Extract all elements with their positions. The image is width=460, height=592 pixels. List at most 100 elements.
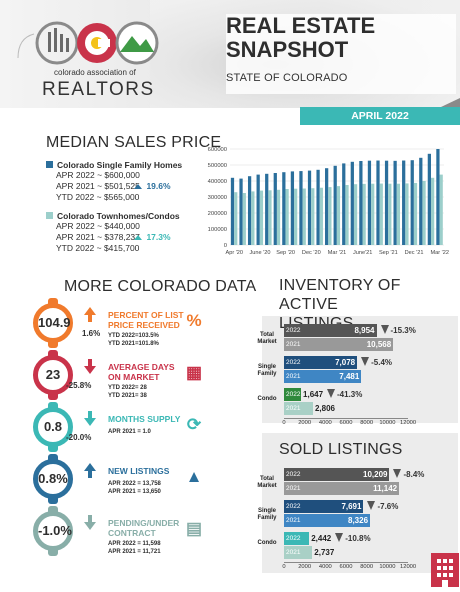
chart-bar <box>384 160 389 245</box>
axis-tick-label: 8000 <box>360 564 374 570</box>
arrow-up-icon <box>84 307 96 315</box>
change-label: -5.4% <box>371 358 393 367</box>
metric-detail-line: YTD 2022=103.5% <box>108 333 159 339</box>
chart-bar <box>276 189 281 245</box>
metric-title: PENDING/UNDER CONTRACT <box>108 518 179 538</box>
bar-year-label: 2022 <box>286 535 301 542</box>
axis-tick-label: 2000 <box>298 564 312 570</box>
category-label: Condo <box>257 396 277 402</box>
metric-value-circle: 104.9 <box>33 303 73 343</box>
metric-value-circle: 0.8 <box>33 407 73 447</box>
chart-bar <box>311 188 315 245</box>
chart-bar <box>359 161 363 245</box>
change-label: -7.6% <box>377 502 399 511</box>
arrow-up-icon <box>134 184 142 189</box>
metric-value-circle: -1.0% <box>33 511 73 551</box>
chart-bar <box>319 187 323 245</box>
axis-tick-label: 0 <box>282 420 286 426</box>
chart-bar <box>299 171 303 245</box>
x-tick-label: June'21 <box>353 250 372 256</box>
svg-text:REALTORS: REALTORS <box>42 79 155 100</box>
chart-bar <box>282 172 286 245</box>
metric-detail: APR 2022 = 13,758 APR 2021 = 13,650 <box>108 480 161 496</box>
arrow-down-icon <box>380 325 389 334</box>
sfh-line: APR 2022 ~ $600,000 <box>56 170 140 180</box>
x-tick-label: Apr '20 <box>225 250 243 256</box>
hbar <box>284 338 394 351</box>
metric-change: -25.8% <box>66 381 92 390</box>
date-banner: APRIL 2022 <box>300 107 460 125</box>
x-tick-label: Mar '21 <box>328 250 346 256</box>
sfh-change-value: 19.6% <box>146 181 171 191</box>
hbar <box>284 500 364 513</box>
arrow-down-icon <box>361 357 370 366</box>
chart-bar <box>367 160 372 245</box>
median-chart: 0 100000 200000 300000 400000 500000 600000 Apr… <box>208 147 449 256</box>
axis-tick-label: 0 <box>282 564 286 570</box>
chart-bar <box>239 178 243 245</box>
chart-bar <box>268 190 272 245</box>
chart-bar <box>247 176 252 245</box>
hbar <box>284 388 302 401</box>
chart-bar <box>379 183 383 245</box>
axis-line <box>284 562 408 563</box>
report-title-line2: SNAPSHOT <box>226 37 349 62</box>
metric-title: NEW LISTINGS <box>108 466 169 476</box>
bar-value-label: 7,481 <box>339 372 360 381</box>
arrow-down-icon <box>327 389 336 398</box>
hbar <box>284 532 310 545</box>
metric-title-line: NEW LISTINGS <box>108 466 170 476</box>
report-subtitle: STATE OF COLORADO <box>226 72 348 84</box>
axis-tick-label: 2000 <box>298 420 312 426</box>
y-tick-label: 600000 <box>208 147 227 153</box>
metric-value-circle: 23 <box>33 355 73 395</box>
y-tick-label: 500000 <box>208 163 227 169</box>
sfh-line: APR 2021 ~ $501,525 <box>56 181 140 191</box>
sfh-swatch <box>46 161 53 168</box>
metric-change: -20.0% <box>66 433 92 442</box>
arrow-stem <box>88 315 92 322</box>
y-tick-label: 0 <box>224 243 227 249</box>
bar-year-label: 2022 <box>286 503 301 510</box>
chart-bar <box>256 174 260 245</box>
axis-line <box>284 418 408 419</box>
chart-bar <box>273 173 277 245</box>
y-tick-label: 200000 <box>208 211 227 217</box>
bar-value-label: 2,806 <box>314 404 336 413</box>
chart-bar <box>376 160 380 245</box>
bar-year-label: 2021 <box>286 517 301 524</box>
bar-year-label: 2022 <box>286 327 301 334</box>
chart-bar <box>388 183 392 245</box>
bar-year-label: 2021 <box>286 485 301 492</box>
chart-bar <box>405 183 409 245</box>
calendar-icon: ▦ <box>185 363 203 382</box>
x-tick-label: June '20 <box>249 250 270 256</box>
category-label: Condo <box>257 540 277 546</box>
condo-label: Colorado Townhomes/Condos <box>57 211 180 221</box>
bar-value-label: 2,737 <box>314 548 335 557</box>
chart-bar <box>371 183 375 245</box>
car-logo-icon: colorado association of REALTORS <box>17 21 159 100</box>
arrow-down-icon <box>84 522 96 530</box>
change-label: -8.4% <box>403 470 425 479</box>
x-tick-label: Mar '22 <box>430 250 448 256</box>
chart-bar <box>325 168 329 245</box>
chart-bar <box>402 160 406 245</box>
arrow-down-icon <box>393 469 402 478</box>
change-label: -10.8% <box>345 534 371 543</box>
arrow-down-icon <box>367 501 376 510</box>
axis-tick-label: 4000 <box>318 564 332 570</box>
y-tick-label: 400000 <box>208 179 227 185</box>
chart-bar <box>353 184 358 245</box>
x-tick-label: Sep '20 <box>276 250 295 256</box>
chart-bar <box>333 165 337 245</box>
category-label: Total Market <box>257 332 277 345</box>
bar-value-label: 7,078 <box>335 358 356 367</box>
bar-year-label: 2022 <box>286 391 301 398</box>
metric-detail: YTD 2022=103.5% YTD 2021=101.8% <box>108 332 159 348</box>
metric-detail: APR 2022 = 11,598 APR 2021 = 11,721 <box>108 540 161 556</box>
metric-title-line: PENDING/UNDER <box>108 518 180 528</box>
more-data-title: MORE COLORADO DATA <box>64 278 257 295</box>
title-box: REAL ESTATE SNAPSHOT STATE OF COLORADO <box>226 14 456 94</box>
chart-bar <box>230 177 235 245</box>
